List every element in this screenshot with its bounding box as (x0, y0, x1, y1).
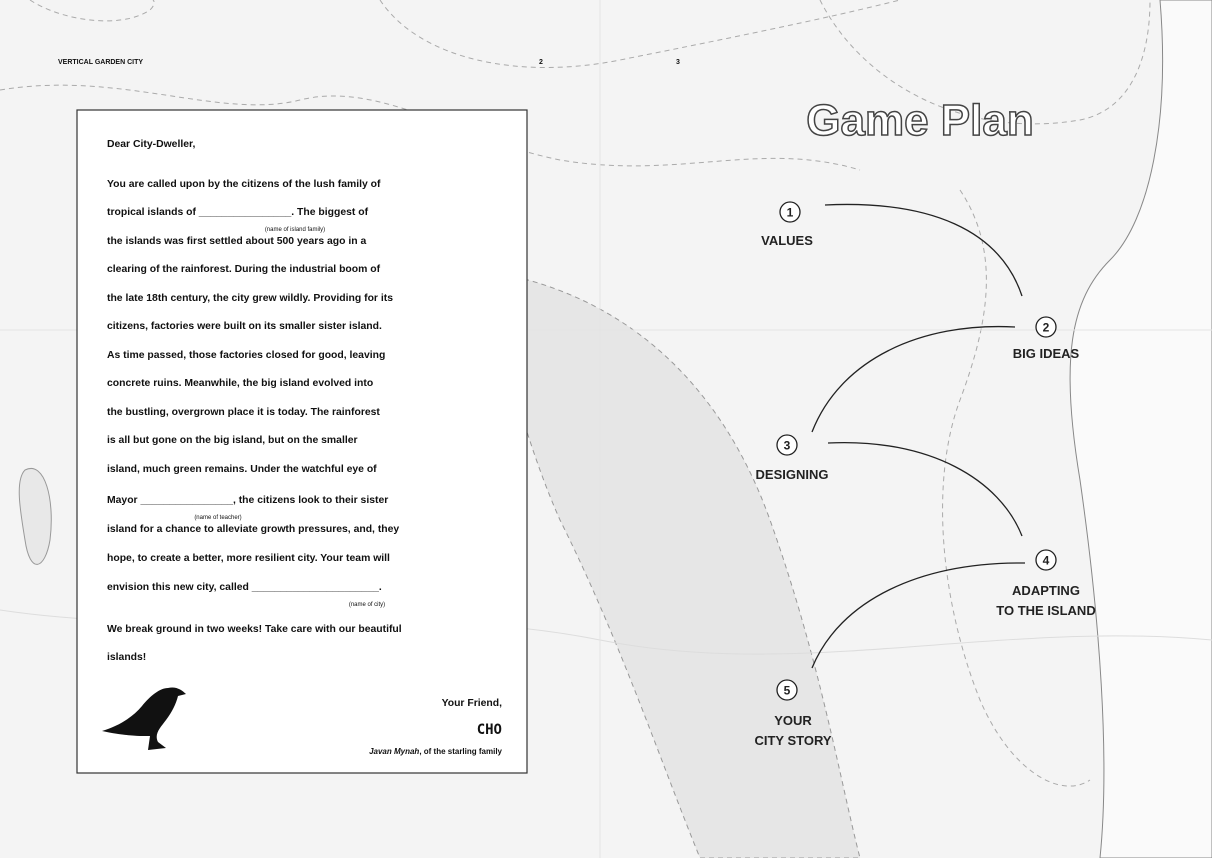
letter-line: As time passed, those factories closed f… (107, 350, 385, 361)
blank-caption: (name of city) (349, 602, 385, 608)
blank-caption: (name of teacher) (194, 515, 241, 521)
step-number: 2 (1043, 321, 1050, 335)
step-number: 5 (784, 684, 791, 698)
step-arcs (811, 203, 1026, 669)
step-label: ADAPTING (1012, 583, 1080, 598)
signer-note: , of the starling family (419, 747, 502, 756)
letter-line: tropical islands of ________________. Th… (107, 207, 369, 218)
letter-line: clearing of the rainforest. During the i… (107, 264, 381, 275)
letter-line: island for a chance to alleviate growth … (107, 524, 399, 535)
step-label: CITY STORY (754, 733, 831, 748)
letter-line: island, much green remains. Under the wa… (107, 464, 377, 475)
letter-card (76, 109, 528, 774)
step-label: YOUR (774, 713, 812, 728)
step-circle (779, 201, 801, 223)
step-label: BIG IDEAS (1013, 346, 1080, 361)
step-circle (1035, 549, 1057, 571)
page-number: 3 (676, 59, 680, 66)
header-title: VERTICAL GARDEN CITY (58, 59, 143, 66)
letter-line: Mayor ________________, the citizens loo… (107, 495, 388, 506)
letter-line: citizens, factories were built on its sm… (107, 321, 382, 332)
step-number: 3 (784, 439, 791, 453)
letter-line: concrete ruins. Meanwhile, the big islan… (107, 378, 373, 389)
signer: Javan Mynah, of the starling family (369, 747, 502, 756)
bird-icon (102, 687, 186, 750)
step-label: TO THE ISLAND (996, 603, 1095, 618)
step-circle (776, 679, 798, 701)
game-plan-title: Game Plan (806, 96, 1033, 145)
letter-line: We break ground in two weeks! Take care … (107, 624, 402, 635)
step-label: VALUES (761, 233, 813, 248)
letter-line: the islands was first settled about 500 … (107, 236, 367, 247)
page-number: 2 (539, 59, 543, 66)
letter-line: hope, to create a better, more resilient… (107, 553, 390, 564)
signature: CHO (477, 722, 502, 738)
blank-caption: (name of island family) (265, 227, 325, 233)
signer-name: Javan Mynah (369, 747, 419, 756)
letter-line: the bustling, overgrown place it is toda… (107, 407, 380, 418)
steps: 1 VALUES 2 BIG IDEAS 3 DESIGNING 4 ADAPTING TO T… (754, 201, 1096, 748)
letter: Dear City-Dweller, You are called upon by… (107, 139, 402, 663)
letter-line: envision this new city, called _________… (107, 582, 382, 593)
step-label: DESIGNING (756, 467, 829, 482)
step-number: 4 (1043, 554, 1050, 568)
step-circle (1035, 316, 1057, 338)
closing: Your Friend, (442, 698, 503, 709)
letter-line: is all but gone on the big island, but o… (107, 435, 358, 446)
letter-line: islands! (107, 652, 146, 663)
step-number: 1 (787, 206, 794, 220)
letter-line: the late 18th century, the city grew wil… (107, 293, 393, 304)
letter-line: You are called upon by the citizens of t… (107, 179, 381, 190)
letter-line: Dear City-Dweller, (107, 139, 195, 150)
step-circle (776, 434, 798, 456)
